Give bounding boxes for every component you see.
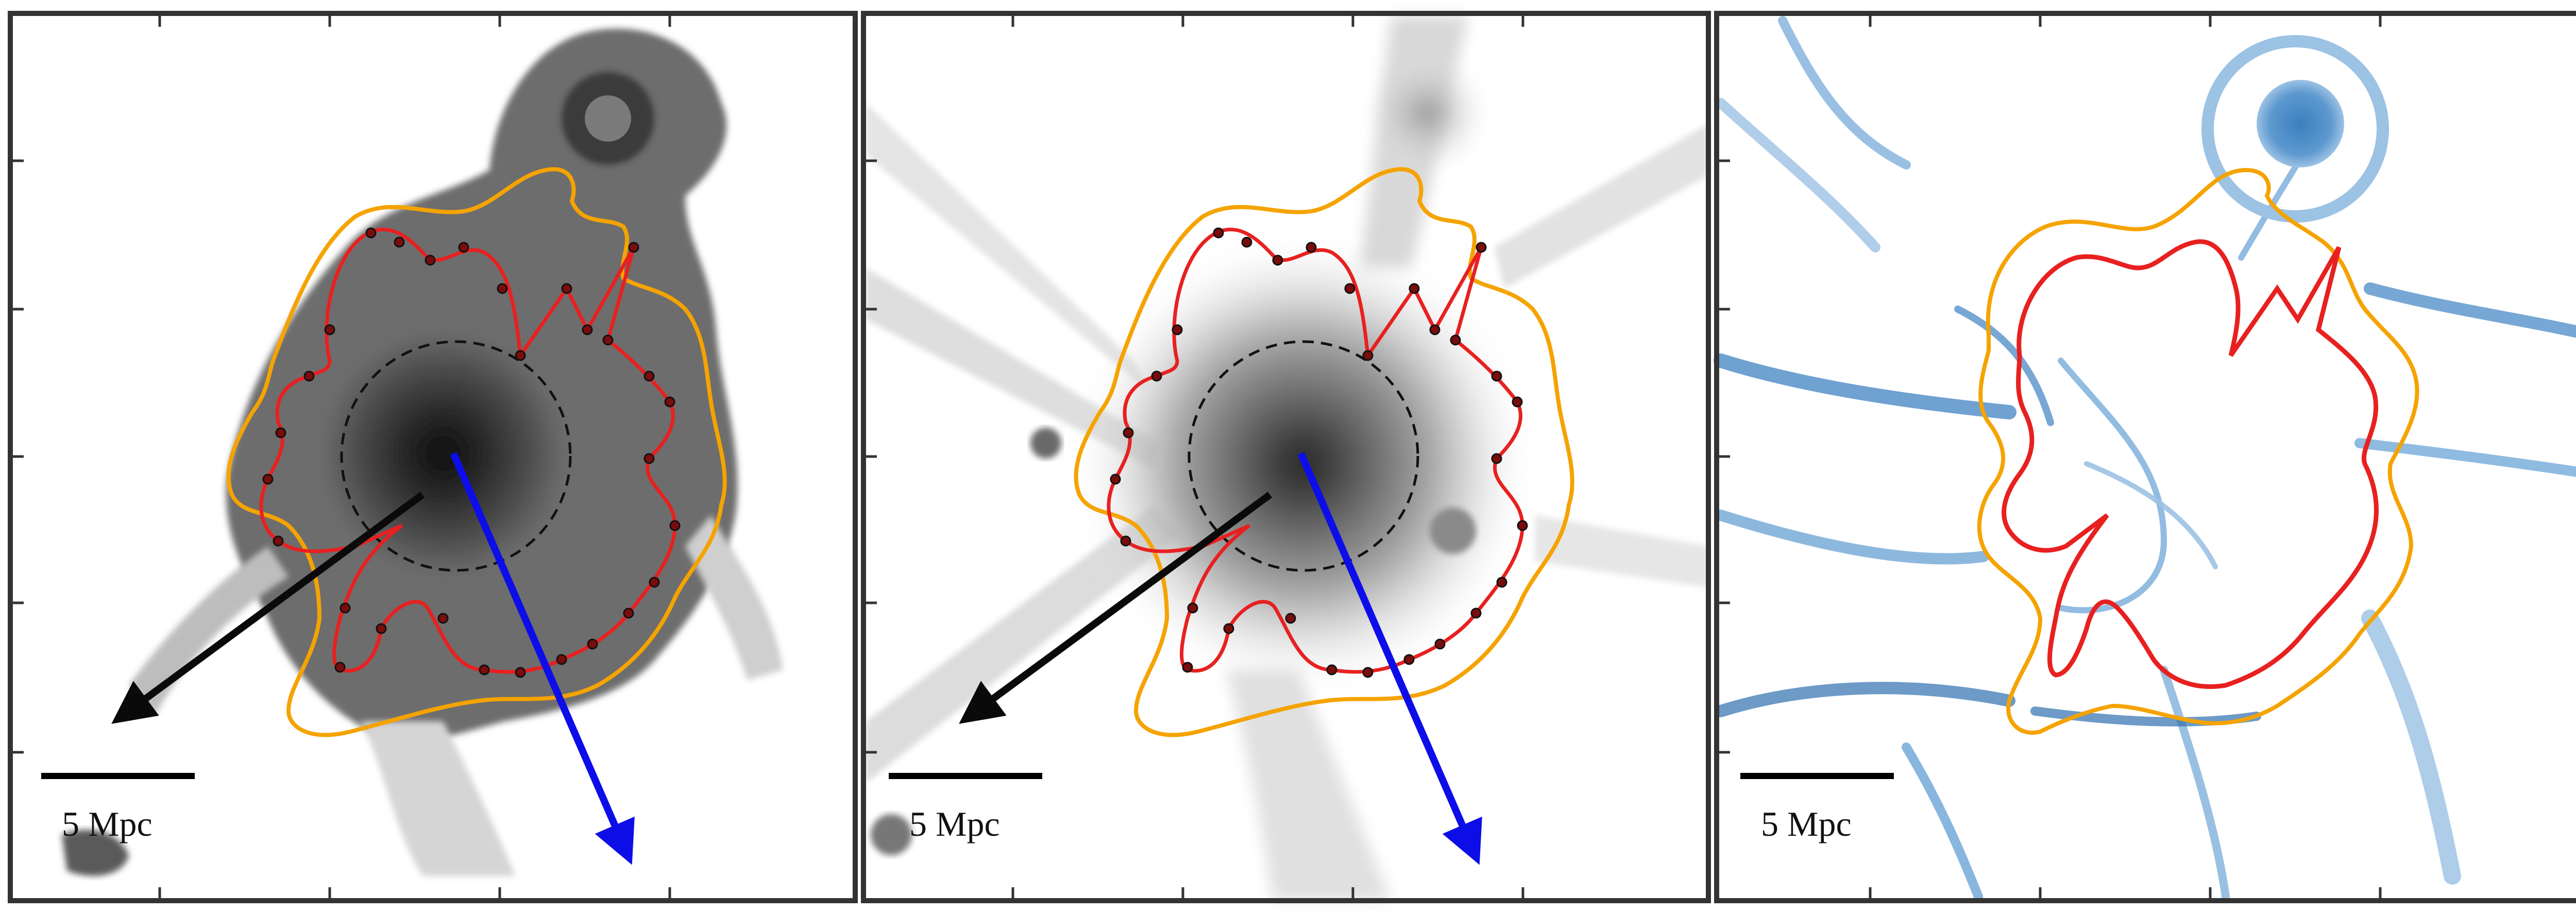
shock-ring — [2201, 35, 2389, 223]
scale-bar-label: 5 Mpc — [62, 804, 152, 843]
arrow-secondary — [959, 492, 1273, 724]
panel-dark-matter-density: 5 Mpc — [863, 13, 1708, 901]
outer-contour — [1074, 167, 1574, 737]
inner-contour — [2002, 239, 2379, 689]
scale-bar-label: 5 Mpc — [909, 804, 1000, 843]
shock-map-structures — [1714, 16, 2576, 901]
arrow-secondary — [111, 492, 425, 724]
scale-bar-label: 5 Mpc — [1761, 804, 1852, 843]
panel-shock-map: 5 Mpc — [1714, 13, 2576, 901]
arrow-primary — [1297, 452, 1482, 865]
outer-contour — [1977, 167, 2419, 735]
contour-sample-points — [262, 227, 681, 678]
axis-ticks — [10, 13, 2382, 901]
arrow-primary — [450, 452, 635, 865]
gas-density-map — [62, 28, 783, 876]
virial-radius-circle — [340, 340, 572, 572]
panel-gas-density: 5 Mpc — [10, 13, 855, 901]
shock-blob — [2257, 80, 2344, 167]
outer-contour — [226, 167, 727, 737]
virial-radius-circle — [1188, 340, 1419, 572]
contour-sample-points — [1110, 227, 1528, 678]
